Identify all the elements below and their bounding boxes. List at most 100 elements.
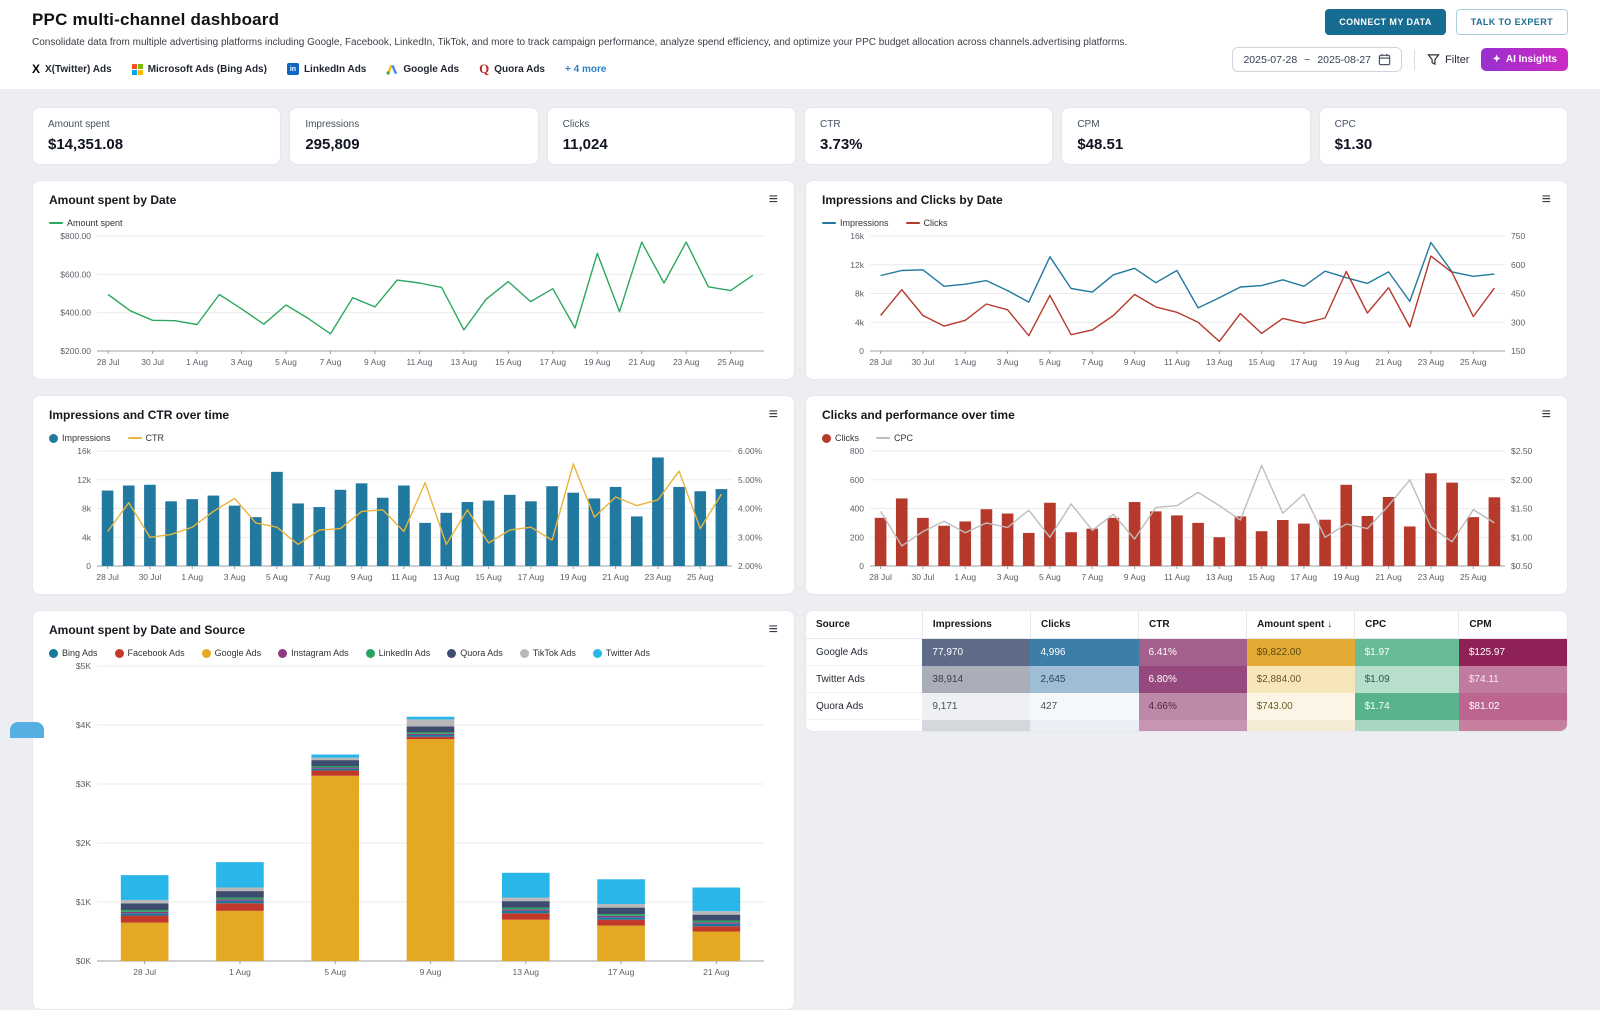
legend-item[interactable]: LinkedIn Ads bbox=[366, 648, 431, 658]
legend-swatch bbox=[202, 649, 211, 658]
svg-text:$0K: $0K bbox=[76, 956, 91, 966]
svg-text:13 Aug: 13 Aug bbox=[1206, 572, 1233, 582]
legend-swatch bbox=[115, 649, 124, 658]
chart-legend: Impressions CTR bbox=[49, 432, 778, 444]
svg-text:28 Jul: 28 Jul bbox=[869, 572, 892, 582]
svg-text:$1K: $1K bbox=[76, 897, 91, 907]
platform-label: LinkedIn Ads bbox=[304, 64, 366, 75]
legend-item[interactable]: Twitter Ads bbox=[593, 648, 650, 658]
metric-cell bbox=[922, 720, 1030, 733]
svg-text:2.00%: 2.00% bbox=[738, 561, 763, 571]
legend-item[interactable]: CPC bbox=[876, 433, 913, 443]
legend-label: Clicks bbox=[924, 218, 948, 228]
svg-text:19 Aug: 19 Aug bbox=[1333, 572, 1360, 582]
svg-text:21 Aug: 21 Aug bbox=[628, 357, 655, 367]
legend-label: Clicks bbox=[835, 433, 859, 443]
more-platforms-link[interactable]: + 4 more bbox=[565, 64, 606, 75]
metric-cell: 38,914 bbox=[922, 666, 1030, 693]
legend-item[interactable]: Instagram Ads bbox=[278, 648, 349, 658]
svg-text:$2.00: $2.00 bbox=[1511, 475, 1533, 485]
legend-item[interactable]: Impressions bbox=[49, 433, 111, 443]
chart-menu-icon[interactable]: ≡ bbox=[769, 407, 778, 423]
legend-label: Quora Ads bbox=[460, 648, 503, 658]
svg-text:$200.00: $200.00 bbox=[60, 346, 91, 356]
metric-cell: 427 bbox=[1030, 693, 1138, 720]
metric-cell: $1.74 bbox=[1355, 693, 1459, 720]
talk-to-expert-button[interactable]: TALK TO EXPERT bbox=[1456, 9, 1568, 35]
platform-chip[interactable]: Google Ads bbox=[386, 64, 459, 75]
table-row[interactable] bbox=[806, 720, 1567, 733]
column-header-impressions[interactable]: Impressions bbox=[922, 611, 1030, 639]
svg-text:13 Aug: 13 Aug bbox=[433, 572, 460, 582]
svg-text:25 Aug: 25 Aug bbox=[1460, 357, 1487, 367]
microsoft-icon bbox=[132, 64, 143, 75]
svg-text:1 Aug: 1 Aug bbox=[954, 572, 976, 582]
platform-label: Google Ads bbox=[403, 64, 459, 75]
svg-text:3 Aug: 3 Aug bbox=[997, 572, 1019, 582]
svg-text:4k: 4k bbox=[82, 532, 92, 542]
svg-text:28 Jul: 28 Jul bbox=[97, 357, 120, 367]
svg-text:3 Aug: 3 Aug bbox=[224, 572, 246, 582]
svg-text:13 Aug: 13 Aug bbox=[1206, 357, 1233, 367]
legend-item[interactable]: Impressions bbox=[822, 218, 889, 228]
platform-chip[interactable]: Microsoft Ads (Bing Ads) bbox=[132, 64, 267, 75]
date-range-picker[interactable]: 2025-07-28 ~ 2025-08-27 bbox=[1232, 47, 1402, 72]
legend-item[interactable]: Facebook Ads bbox=[115, 648, 185, 658]
svg-text:8k: 8k bbox=[82, 504, 92, 514]
svg-text:$1.00: $1.00 bbox=[1511, 532, 1533, 542]
column-header-source[interactable]: Source bbox=[806, 611, 922, 639]
connect-my-data-button[interactable]: CONNECT MY DATA bbox=[1325, 9, 1446, 35]
legend-item[interactable]: Clicks bbox=[906, 218, 948, 228]
column-header-amount-spent[interactable]: Amount spent↓ bbox=[1247, 611, 1355, 639]
chart-menu-icon[interactable]: ≡ bbox=[769, 192, 778, 208]
filter-button[interactable]: Filter bbox=[1427, 53, 1469, 66]
svg-text:$4K: $4K bbox=[76, 720, 91, 730]
ai-insights-button[interactable]: ✦ AI Insights bbox=[1481, 48, 1568, 71]
ai-insights-label: AI Insights bbox=[1506, 54, 1557, 65]
calendar-icon bbox=[1378, 53, 1391, 66]
svg-text:5 Aug: 5 Aug bbox=[266, 572, 288, 582]
svg-text:5 Aug: 5 Aug bbox=[275, 357, 297, 367]
column-header-clicks[interactable]: Clicks bbox=[1030, 611, 1138, 639]
chart-card-impressions-ctr: Impressions and CTR over time ≡ Impressi… bbox=[32, 395, 795, 595]
svg-text:0: 0 bbox=[86, 561, 91, 571]
legend-item[interactable]: Google Ads bbox=[202, 648, 262, 658]
legend-label: LinkedIn Ads bbox=[379, 648, 431, 658]
column-header-cpm[interactable]: CPM bbox=[1459, 611, 1567, 639]
legend-item[interactable]: Clicks bbox=[822, 433, 859, 443]
legend-item[interactable]: Quora Ads bbox=[447, 648, 503, 658]
metric-cell: $81.02 bbox=[1459, 693, 1567, 720]
svg-text:30 Jul: 30 Jul bbox=[139, 572, 162, 582]
metric-cell bbox=[1459, 720, 1567, 733]
chart-menu-icon[interactable]: ≡ bbox=[1542, 407, 1551, 423]
svg-text:19 Aug: 19 Aug bbox=[560, 572, 587, 582]
legend-item[interactable]: CTR bbox=[128, 433, 165, 443]
metric-cell: 4,996 bbox=[1030, 639, 1138, 666]
kpi-value: 3.73% bbox=[820, 136, 1037, 153]
svg-text:11 Aug: 11 Aug bbox=[391, 572, 417, 582]
platform-label: Microsoft Ads (Bing Ads) bbox=[148, 64, 267, 75]
svg-text:28 Jul: 28 Jul bbox=[869, 357, 892, 367]
svg-text:$0.50: $0.50 bbox=[1511, 561, 1533, 571]
legend-item[interactable]: Amount spent bbox=[49, 218, 123, 228]
svg-text:5 Aug: 5 Aug bbox=[1039, 357, 1061, 367]
chart-menu-icon[interactable]: ≡ bbox=[769, 622, 778, 638]
svg-text:750: 750 bbox=[1511, 231, 1525, 241]
svg-text:9 Aug: 9 Aug bbox=[420, 967, 442, 977]
chart-title: Amount spent by Date bbox=[49, 193, 176, 207]
column-header-ctr[interactable]: CTR bbox=[1139, 611, 1247, 639]
svg-text:12k: 12k bbox=[77, 475, 91, 485]
column-header-cpc[interactable]: CPC bbox=[1355, 611, 1459, 639]
legend-item[interactable]: Bing Ads bbox=[49, 648, 98, 658]
legend-item[interactable]: TikTok Ads bbox=[520, 648, 576, 658]
chart-menu-icon[interactable]: ≡ bbox=[1542, 192, 1551, 208]
